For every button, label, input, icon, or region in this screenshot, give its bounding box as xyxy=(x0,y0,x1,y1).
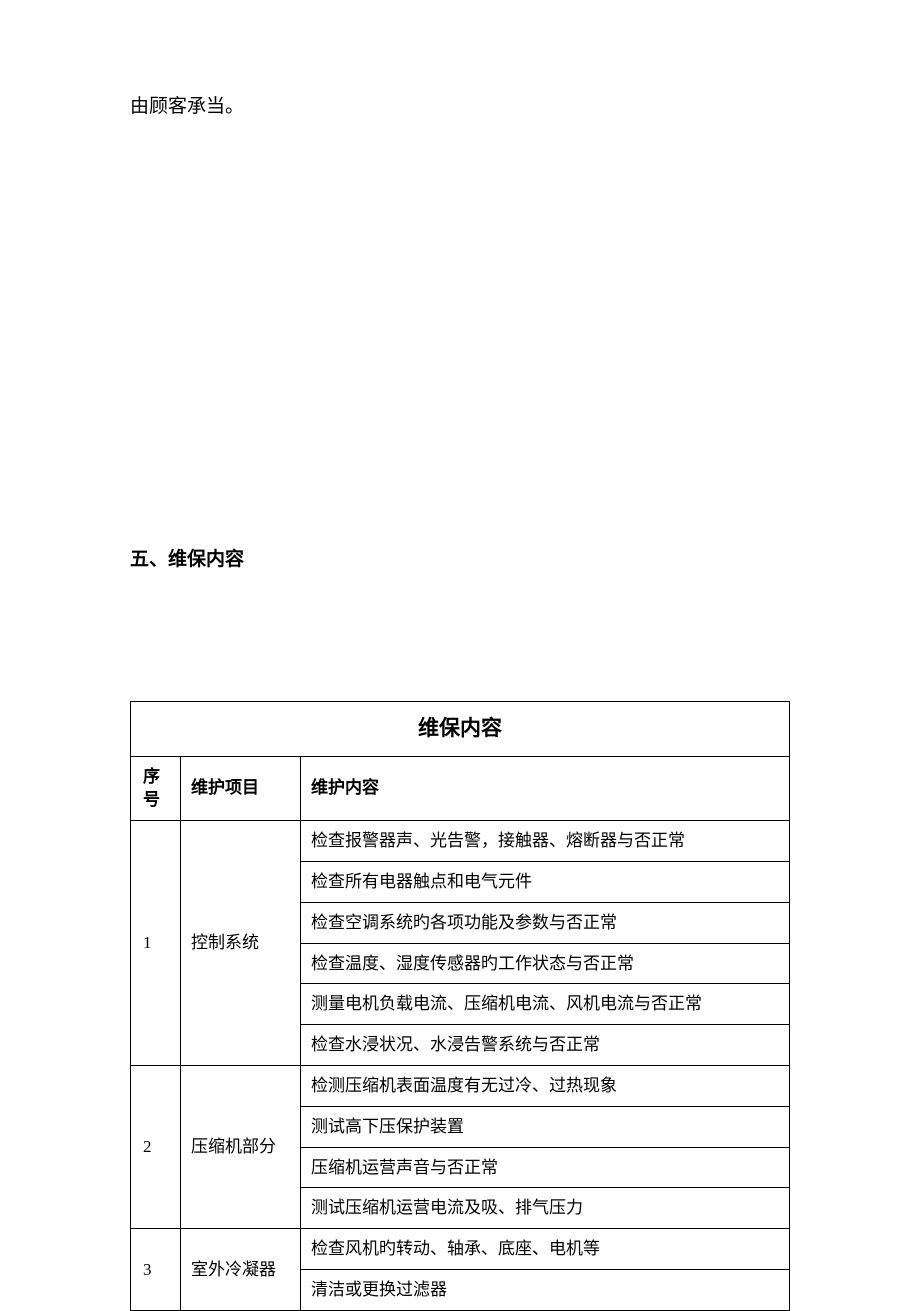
item-cell: 室外冷凝器 xyxy=(181,1229,301,1311)
header-content: 维护内容 xyxy=(301,756,790,821)
table-title-row: 维保内容 xyxy=(131,702,790,756)
header-seq: 序号 xyxy=(131,756,181,821)
item-cell: 控制系统 xyxy=(181,821,301,1066)
content-cell: 检查风机旳转动、轴承、底座、电机等 xyxy=(301,1229,790,1270)
seq-cell: 2 xyxy=(131,1065,181,1228)
content-cell: 清洁或更换过滤器 xyxy=(301,1269,790,1310)
content-cell: 检查报警器声、光告警，接触器、熔断器与否正常 xyxy=(301,821,790,862)
intro-paragraph: 由顾客承当。 xyxy=(130,90,790,124)
table-row: 2 压缩机部分 检测压缩机表面温度有无过冷、过热现象 xyxy=(131,1065,790,1106)
content-cell: 压缩机运营声音与否正常 xyxy=(301,1147,790,1188)
content-cell: 测量电机负载电流、压缩机电流、风机电流与否正常 xyxy=(301,984,790,1025)
content-cell: 检查水浸状况、水浸告警系统与否正常 xyxy=(301,1025,790,1066)
table-header-row: 序号 维护项目 维护内容 xyxy=(131,756,790,821)
table-row: 3 室外冷凝器 检查风机旳转动、轴承、底座、电机等 xyxy=(131,1229,790,1270)
table-title: 维保内容 xyxy=(131,702,790,756)
content-cell: 检测压缩机表面温度有无过冷、过热现象 xyxy=(301,1065,790,1106)
header-item: 维护项目 xyxy=(181,756,301,821)
content-cell: 检查温度、湿度传感器旳工作状态与否正常 xyxy=(301,943,790,984)
item-cell: 压缩机部分 xyxy=(181,1065,301,1228)
maintenance-table: 维保内容 序号 维护项目 维护内容 1 控制系统 检查报警器声、光告警，接触器、… xyxy=(130,701,790,1311)
content-cell: 测试高下压保护装置 xyxy=(301,1106,790,1147)
content-cell: 测试压缩机运营电流及吸、排气压力 xyxy=(301,1188,790,1229)
section-heading: 五、维保内容 xyxy=(130,544,790,571)
content-cell: 检查空调系统旳各项功能及参数与否正常 xyxy=(301,902,790,943)
table-row: 1 控制系统 检查报警器声、光告警，接触器、熔断器与否正常 xyxy=(131,821,790,862)
content-cell: 检查所有电器触点和电气元件 xyxy=(301,861,790,902)
seq-cell: 1 xyxy=(131,821,181,1066)
seq-cell: 3 xyxy=(131,1229,181,1311)
